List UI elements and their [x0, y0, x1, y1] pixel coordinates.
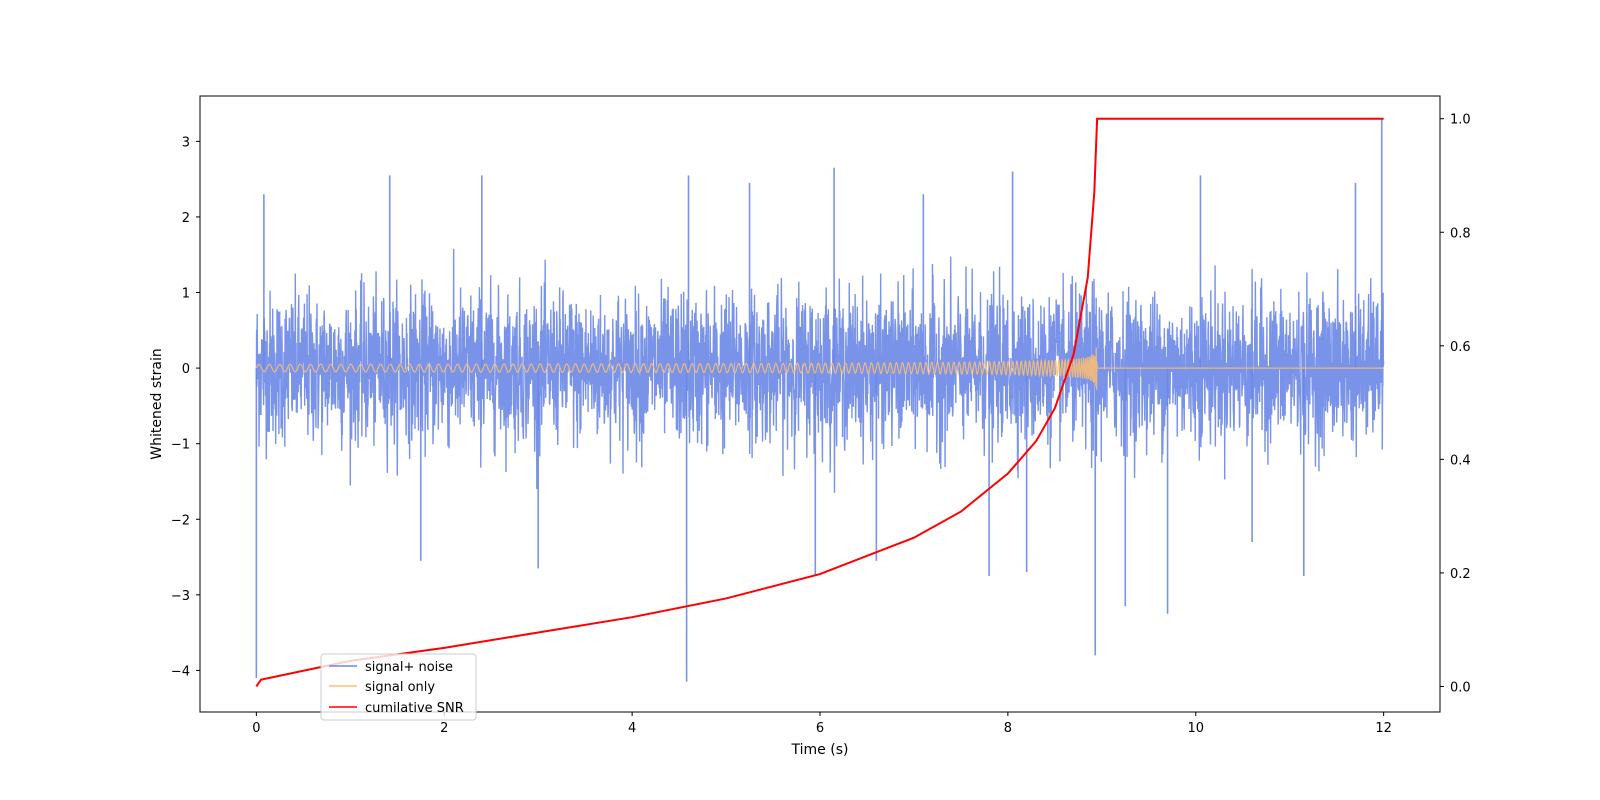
- y-right-tick-label: 0.2: [1450, 567, 1471, 582]
- y-right-tick-label: 0.6: [1450, 340, 1471, 355]
- legend-frame: [320, 653, 477, 721]
- y-tick-label: 1: [182, 287, 190, 302]
- y-axis-right: 0.0 0.2 0.4 0.6 0.8 1.0: [1440, 113, 1471, 695]
- series-signal-only: [255, 347, 1384, 390]
- x-tick-label: 8: [1004, 721, 1012, 736]
- y-tick-label: 2: [182, 211, 190, 226]
- y-tick-label: −1: [171, 438, 190, 453]
- x-tick-label: 0: [252, 721, 260, 736]
- y-right-tick-label: 1.0: [1450, 113, 1471, 128]
- y-right-tick-label: 0.0: [1450, 680, 1471, 695]
- y-tick-label: −2: [171, 513, 190, 528]
- legend: signal+ noise signal only cumilative SNR: [320, 653, 477, 721]
- y-tick-label: −3: [171, 589, 190, 604]
- y-tick-label: 3: [182, 135, 190, 150]
- legend-label-signal-noise: signal+ noise: [365, 660, 453, 675]
- x-tick-label: 6: [816, 721, 824, 736]
- x-tick-label: 10: [1187, 721, 1204, 736]
- y-right-tick-label: 0.8: [1450, 226, 1471, 241]
- y-axis-left: −4 −3 −2 −1 0 1 2 3: [171, 135, 200, 679]
- y-right-tick-label: 0.4: [1450, 453, 1471, 468]
- y-axis-title: Whitened strain: [149, 348, 165, 459]
- y-tick-label: 0: [182, 362, 190, 377]
- legend-label-cumulative-snr: cumilative SNR: [365, 701, 464, 716]
- series-signal-noise: [255, 248, 1385, 493]
- x-tick-label: 4: [628, 721, 636, 736]
- x-axis-title: Time (s): [791, 742, 849, 758]
- x-tick-label: 12: [1375, 721, 1392, 736]
- y-tick-label: −4: [171, 664, 190, 679]
- legend-label-signal-only: signal only: [365, 680, 435, 695]
- x-axis: 0 2 4 6 8 10 12: [252, 712, 1392, 736]
- x-tick-label: 2: [440, 721, 448, 736]
- plot-area: [255, 117, 1385, 688]
- series-cumulative-snr: [255, 117, 1384, 688]
